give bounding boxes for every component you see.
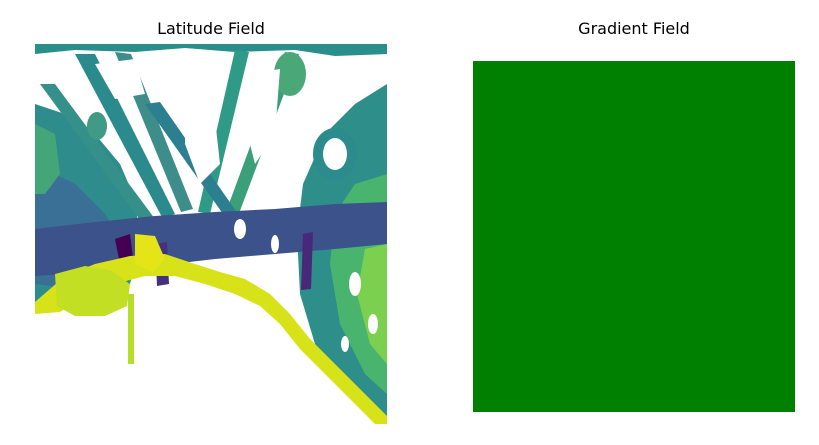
- nan-patch-3: [95, 59, 145, 99]
- latitude-field-image: [35, 44, 387, 424]
- ceiling-light-2-hole: [323, 138, 347, 170]
- gradient-field-fill: [473, 61, 795, 412]
- ceiling-beam-1: [75, 54, 175, 219]
- dark-spot-3: [301, 232, 313, 290]
- nan-patch-5: [271, 235, 279, 253]
- nan-patch-4: [234, 219, 246, 239]
- furniture-cluster: [55, 266, 130, 316]
- nan-patch-2: [245, 69, 280, 164]
- latitude-field-heatmap: [35, 44, 387, 424]
- nan-patch-8: [341, 336, 349, 352]
- nan-patch-6: [349, 272, 361, 296]
- ceiling-blob-1: [274, 52, 306, 96]
- right-wall-light: [357, 244, 387, 364]
- gradient-field-title: Gradient Field: [578, 19, 690, 38]
- left-wall-green: [35, 124, 60, 194]
- nan-patch-1: [185, 74, 220, 184]
- furniture-highlight: [135, 234, 165, 272]
- ceiling-beam-6: [40, 84, 155, 224]
- gradient-field-heatmap: [473, 61, 795, 412]
- vertical-pole: [128, 294, 134, 364]
- ceiling-light-1: [87, 112, 107, 140]
- nan-patch-7: [368, 314, 378, 334]
- latitude-field-title: Latitude Field: [157, 19, 265, 38]
- top-fringe: [35, 44, 387, 56]
